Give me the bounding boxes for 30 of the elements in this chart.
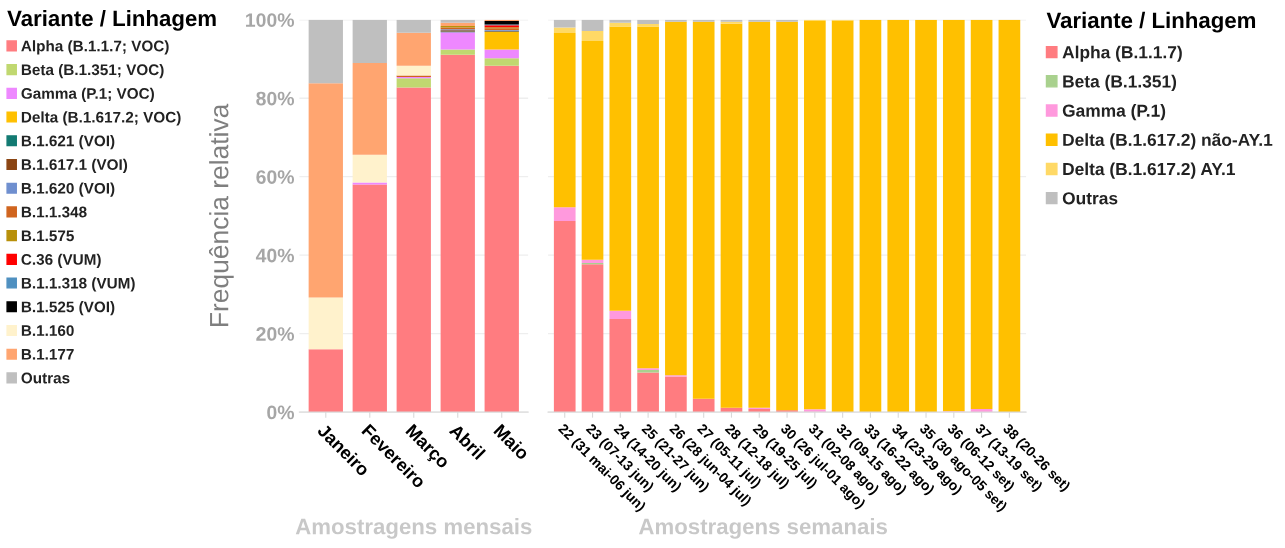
legend-label: Gamma (P.1) bbox=[1062, 104, 1166, 121]
y-tick-label: 40% bbox=[255, 248, 295, 263]
y-axis-title: Frequência relativa bbox=[209, 103, 234, 326]
legend-label: B.1.575 bbox=[21, 230, 74, 242]
legend-label: C.36 (VUM) bbox=[21, 253, 101, 268]
legend-label: Gamma (P.1; VOC) bbox=[21, 87, 154, 102]
legend-title: Variante / Linhagem bbox=[7, 9, 216, 31]
legend-label: Outras bbox=[21, 372, 70, 384]
legend-title: Variante / Linhagem bbox=[1046, 11, 1256, 33]
legend-label: B.1.620 (VOI) bbox=[21, 182, 115, 197]
legend-label: Outras bbox=[1062, 192, 1118, 205]
legend-label: Alpha (B.1.1.7; VOC) bbox=[21, 40, 169, 55]
legend-label: Delta (B.1.617.2) não-AY.1 bbox=[1063, 133, 1273, 150]
y-tick-label: 0% bbox=[267, 405, 295, 420]
legend-label: Delta (B.1.617.2) AY.1 bbox=[1063, 162, 1235, 179]
legend-label: B.1.1.348 bbox=[21, 206, 87, 218]
legend-label: B.1.177 bbox=[21, 349, 74, 360]
y-tick-label: 60% bbox=[256, 170, 295, 184]
y-tick-label: 20% bbox=[256, 327, 295, 341]
legend-label: B.1.525 (VOI) bbox=[21, 301, 115, 316]
y-tick-label: 100% bbox=[246, 13, 295, 27]
legend-label: B.1.617.1 (VOI) bbox=[21, 158, 128, 174]
legend-label: Beta (B.1.351) bbox=[1063, 74, 1177, 92]
y-tick-label: 80% bbox=[256, 91, 295, 106]
legend-label: Delta (B.1.617.2; VOC) bbox=[21, 111, 181, 126]
legend-label: B.1.1.318 (VUM) bbox=[21, 277, 135, 292]
legend-label: Beta (B.1.351; VOC) bbox=[21, 63, 164, 79]
legend-label: B.1.160 bbox=[21, 325, 74, 337]
legend-label: B.1.621 (VOI) bbox=[21, 135, 115, 150]
legend-label: Alpha (B.1.1.7) bbox=[1062, 45, 1182, 62]
